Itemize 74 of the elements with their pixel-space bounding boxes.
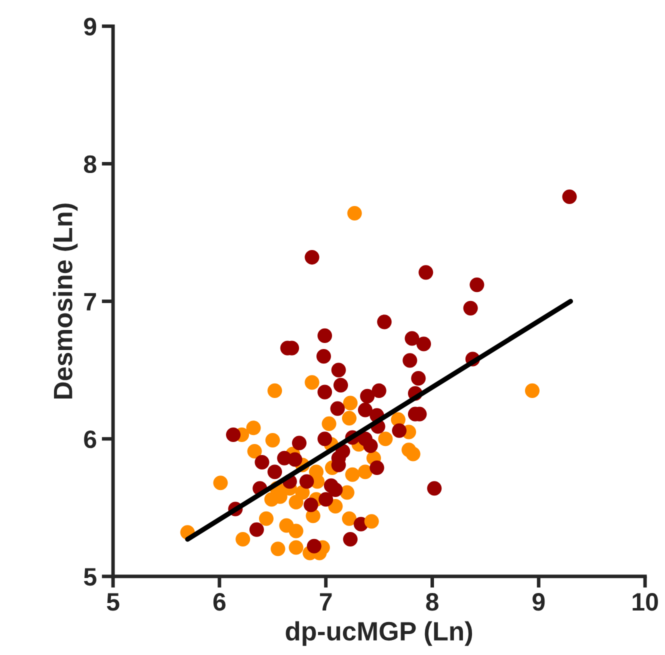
point bbox=[226, 427, 241, 442]
y-axis-title: Desmosine (Ln) bbox=[53, 204, 78, 398]
point bbox=[304, 250, 320, 265]
point bbox=[267, 383, 282, 398]
point bbox=[342, 511, 357, 526]
y-tick-label: 6 bbox=[84, 430, 96, 448]
x-tick-label: 9 bbox=[532, 593, 545, 611]
point bbox=[364, 514, 379, 529]
point bbox=[331, 362, 346, 378]
y-tick-label: 8 bbox=[84, 155, 96, 174]
point bbox=[299, 474, 314, 489]
point bbox=[402, 353, 418, 368]
point bbox=[402, 442, 416, 458]
point bbox=[264, 492, 279, 507]
point bbox=[463, 300, 478, 316]
point bbox=[358, 464, 372, 480]
x-tick-label: 7 bbox=[320, 593, 332, 610]
point bbox=[470, 278, 484, 292]
point bbox=[330, 401, 345, 416]
point bbox=[343, 532, 358, 547]
point bbox=[318, 328, 332, 343]
x-tick-label: 8 bbox=[426, 593, 438, 611]
point bbox=[404, 331, 420, 346]
point bbox=[304, 498, 318, 512]
point bbox=[328, 482, 343, 498]
point bbox=[343, 396, 358, 410]
point bbox=[304, 375, 320, 390]
point bbox=[342, 410, 357, 426]
point bbox=[288, 452, 302, 467]
point bbox=[416, 336, 432, 352]
point bbox=[377, 314, 392, 330]
point bbox=[340, 485, 354, 500]
point bbox=[333, 378, 348, 392]
x-tick-label: 10 bbox=[632, 593, 658, 611]
point bbox=[246, 420, 261, 436]
point bbox=[318, 384, 332, 400]
point bbox=[265, 432, 280, 448]
point bbox=[306, 538, 322, 554]
y-tick-label: 5 bbox=[84, 568, 96, 586]
y-tick-label: 9 bbox=[84, 18, 96, 36]
point bbox=[427, 481, 442, 496]
y-tick-label: 7 bbox=[84, 293, 96, 310]
point bbox=[392, 423, 407, 438]
point bbox=[524, 383, 540, 398]
point bbox=[418, 265, 434, 280]
point bbox=[318, 492, 334, 507]
point bbox=[288, 540, 304, 555]
point bbox=[267, 464, 282, 480]
point bbox=[347, 206, 362, 221]
point bbox=[288, 494, 304, 510]
point bbox=[372, 383, 386, 398]
point bbox=[360, 388, 375, 404]
point bbox=[247, 444, 262, 459]
point bbox=[292, 436, 307, 450]
x-tick-label: 5 bbox=[106, 593, 120, 611]
point bbox=[378, 432, 393, 446]
point bbox=[411, 371, 426, 386]
point bbox=[562, 189, 577, 204]
point bbox=[363, 438, 378, 454]
point bbox=[288, 524, 304, 538]
point bbox=[236, 532, 250, 547]
point bbox=[316, 349, 332, 364]
point bbox=[213, 476, 228, 490]
point bbox=[249, 522, 264, 537]
point bbox=[358, 402, 372, 418]
point bbox=[270, 542, 286, 556]
point bbox=[370, 460, 384, 476]
point bbox=[254, 454, 270, 470]
x-axis-title: dp-ucMGP (Ln) bbox=[286, 621, 472, 646]
point bbox=[318, 432, 332, 446]
point bbox=[258, 511, 274, 526]
point bbox=[345, 467, 360, 482]
x-tick-label: 6 bbox=[213, 593, 226, 611]
point bbox=[322, 416, 336, 432]
